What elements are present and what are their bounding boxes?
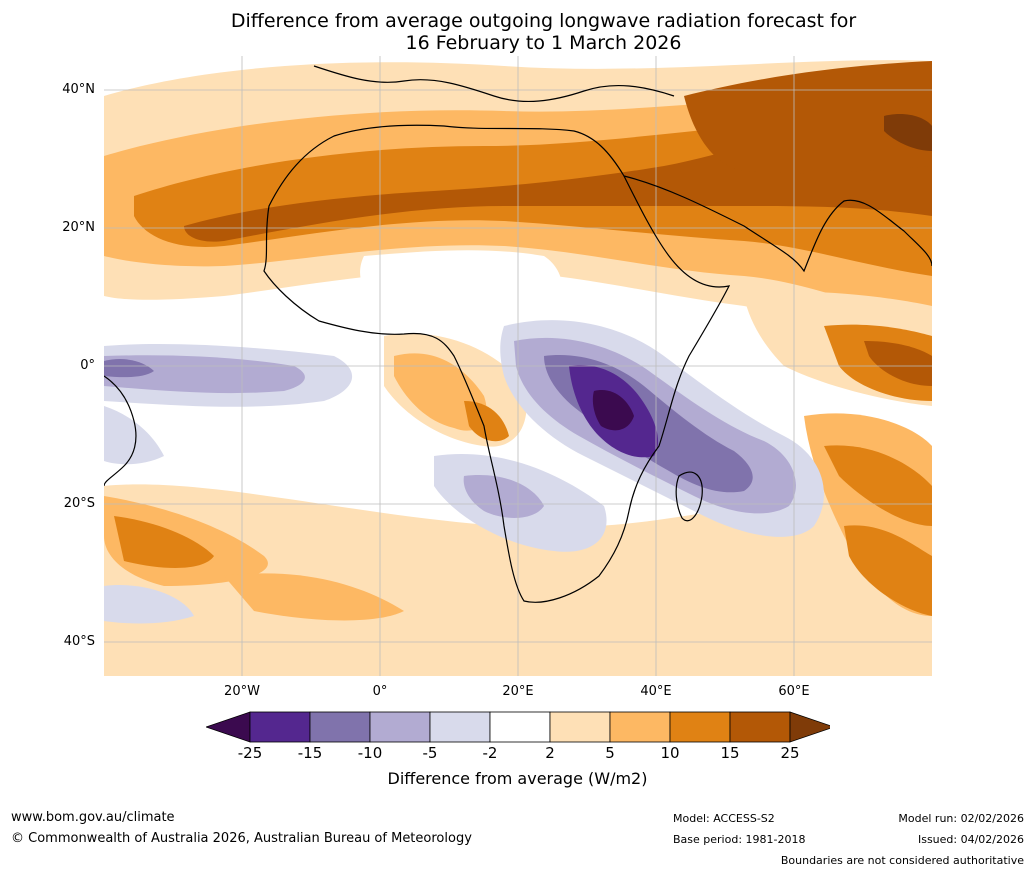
- colorbar-label: Difference from average (W/m2): [387, 769, 648, 788]
- colorbar-bin: [669, 711, 731, 743]
- colorbar-tick-label: -2: [482, 744, 498, 762]
- colorbar-arrow-low: [206, 711, 251, 743]
- lon-label-60e: 60°E: [778, 684, 810, 699]
- colorbar-bin: [609, 711, 671, 743]
- colorbar-tick-label: -10: [357, 744, 383, 762]
- contour-fill-atlantic-negative-dark: [104, 359, 154, 378]
- chart-title: Difference from average outgoing longwav…: [0, 10, 1035, 54]
- europe-coastline: [313, 65, 675, 103]
- madagascar-coastline: [675, 471, 703, 522]
- footer-disclaimer: Boundaries are not considered authoritat…: [780, 854, 1024, 867]
- title-line-1: Difference from average outgoing longwav…: [230, 10, 857, 32]
- contour-fill-extreme-positive: [884, 114, 932, 151]
- contour-fill-madagascar-east: [844, 525, 932, 616]
- colorbar-arrow-high: [789, 711, 830, 743]
- coastlines: [104, 65, 932, 603]
- contour-fill-east-africa-extreme: [592, 390, 634, 431]
- contour-fill-west-africa-neutral: [360, 250, 563, 336]
- contour-fill-brazil-negative: [104, 406, 164, 465]
- lat-label-0: 0°: [80, 358, 95, 373]
- olr-anomaly-map: [104, 56, 932, 676]
- footer-copyright: © Commonwealth of Australia 2026, Austra…: [11, 831, 472, 846]
- footer-base-period: Base period: 1981-2018: [673, 833, 806, 846]
- colorbar-tick-label: 10: [660, 744, 680, 762]
- lon-label-20w: 20°W: [224, 684, 260, 699]
- contour-fill-angola-dark: [464, 401, 509, 442]
- lat-label-40n: 40°N: [62, 82, 95, 97]
- colorbar-bin: [369, 711, 431, 743]
- title-line-2: 16 February to 1 March 2026: [405, 32, 682, 54]
- lat-label-20n: 20°N: [62, 220, 95, 235]
- footer-model: Model: ACCESS-S2: [673, 812, 775, 825]
- footer-model-run: Model run: 02/02/2026: [898, 812, 1024, 825]
- colorbar-bin: [429, 711, 491, 743]
- colorbar-bin: [489, 711, 551, 743]
- contour-fill-indian-brown: [864, 341, 932, 386]
- contour-fill-south-atlantic-dark: [114, 516, 214, 568]
- colorbar-tick-label: -15: [297, 744, 323, 762]
- south-america-coastline: [104, 375, 137, 487]
- lon-label-0: 0°: [372, 684, 388, 699]
- contour-fill-south-indian-dark: [824, 445, 932, 526]
- map-svg: [104, 56, 932, 676]
- lat-label-20s: 20°S: [63, 496, 95, 511]
- colorbar-tick-label: 2: [545, 744, 555, 762]
- contour-fill-atlantic-negative: [104, 355, 305, 394]
- contour-fill-gulf-guinea-orange: [394, 353, 487, 431]
- africa-coastline: [263, 124, 731, 603]
- colorbar-tick-label: 25: [780, 744, 800, 762]
- colorbar-bin: [249, 711, 311, 743]
- lon-label-20e: 20°E: [502, 684, 534, 699]
- arabia-india-coastline: [623, 175, 932, 273]
- lon-label-40e: 40°E: [640, 684, 672, 699]
- contour-fill-south-atlantic-2: [224, 573, 404, 621]
- colorbar-bin: [309, 711, 371, 743]
- colorbar-bin: [549, 711, 611, 743]
- colorbar-tick-label: 15: [720, 744, 740, 762]
- colorbar: [206, 711, 830, 743]
- colorbar-bin: [729, 711, 791, 743]
- contour-fill-southern-africa: [463, 475, 544, 518]
- contour-fill-south-atlantic-negative: [104, 585, 194, 624]
- footer-issued: Issued: 04/02/2026: [917, 833, 1024, 846]
- contour-fill-middle-east-brown: [684, 61, 932, 174]
- colorbar-tick-label: 5: [605, 744, 615, 762]
- graticule: [104, 56, 932, 676]
- colorbar-tick-label: -25: [237, 744, 263, 762]
- footer-website: www.bom.gov.au/climate: [11, 810, 175, 825]
- lat-label-40s: 40°S: [63, 634, 95, 649]
- colorbar-tick-label: -5: [422, 744, 438, 762]
